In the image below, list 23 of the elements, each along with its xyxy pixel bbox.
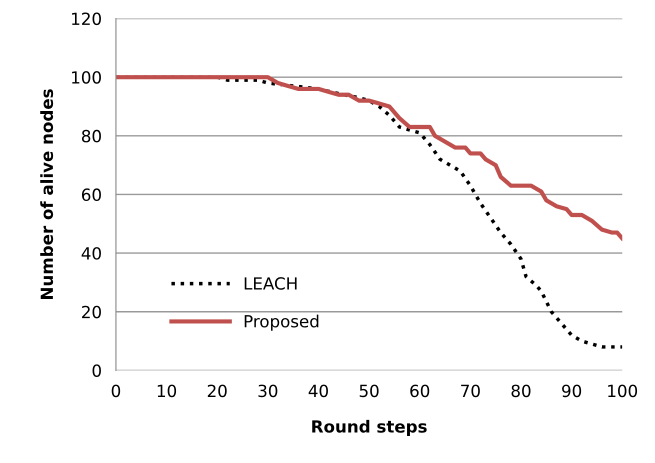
x-tick-label: 20 (208, 384, 227, 398)
legend-label: LEACH (244, 277, 297, 290)
y-tick-label: 40 (82, 247, 101, 260)
y-axis-title: Number of alive nodes (40, 89, 54, 299)
legend-label: Proposed (244, 314, 318, 331)
x-axis-title: Round steps (312, 420, 427, 436)
x-tick-label: 50 (360, 384, 379, 398)
x-tick-label: 80 (512, 384, 530, 398)
line-series (116, 75, 622, 241)
x-tick-label: 90 (562, 384, 582, 398)
y-tick-label: 0 (92, 364, 101, 377)
x-tick-label: 100 (608, 384, 638, 398)
y-tick-label: 120 (72, 12, 101, 26)
x-tick-label: 40 (308, 384, 328, 398)
y-tick-label: 60 (82, 188, 101, 202)
y-tick-label: 20 (82, 306, 101, 318)
x-tick-label: 10 (158, 384, 176, 398)
x-tick-label: 60 (410, 384, 430, 398)
x-tick-label: 70 (461, 384, 480, 398)
x-tick-label: 30 (258, 384, 278, 398)
y-tick-label: 100 (72, 71, 101, 84)
y-tick-label: 80 (82, 130, 101, 142)
x-tick-label: 0 (112, 384, 120, 398)
